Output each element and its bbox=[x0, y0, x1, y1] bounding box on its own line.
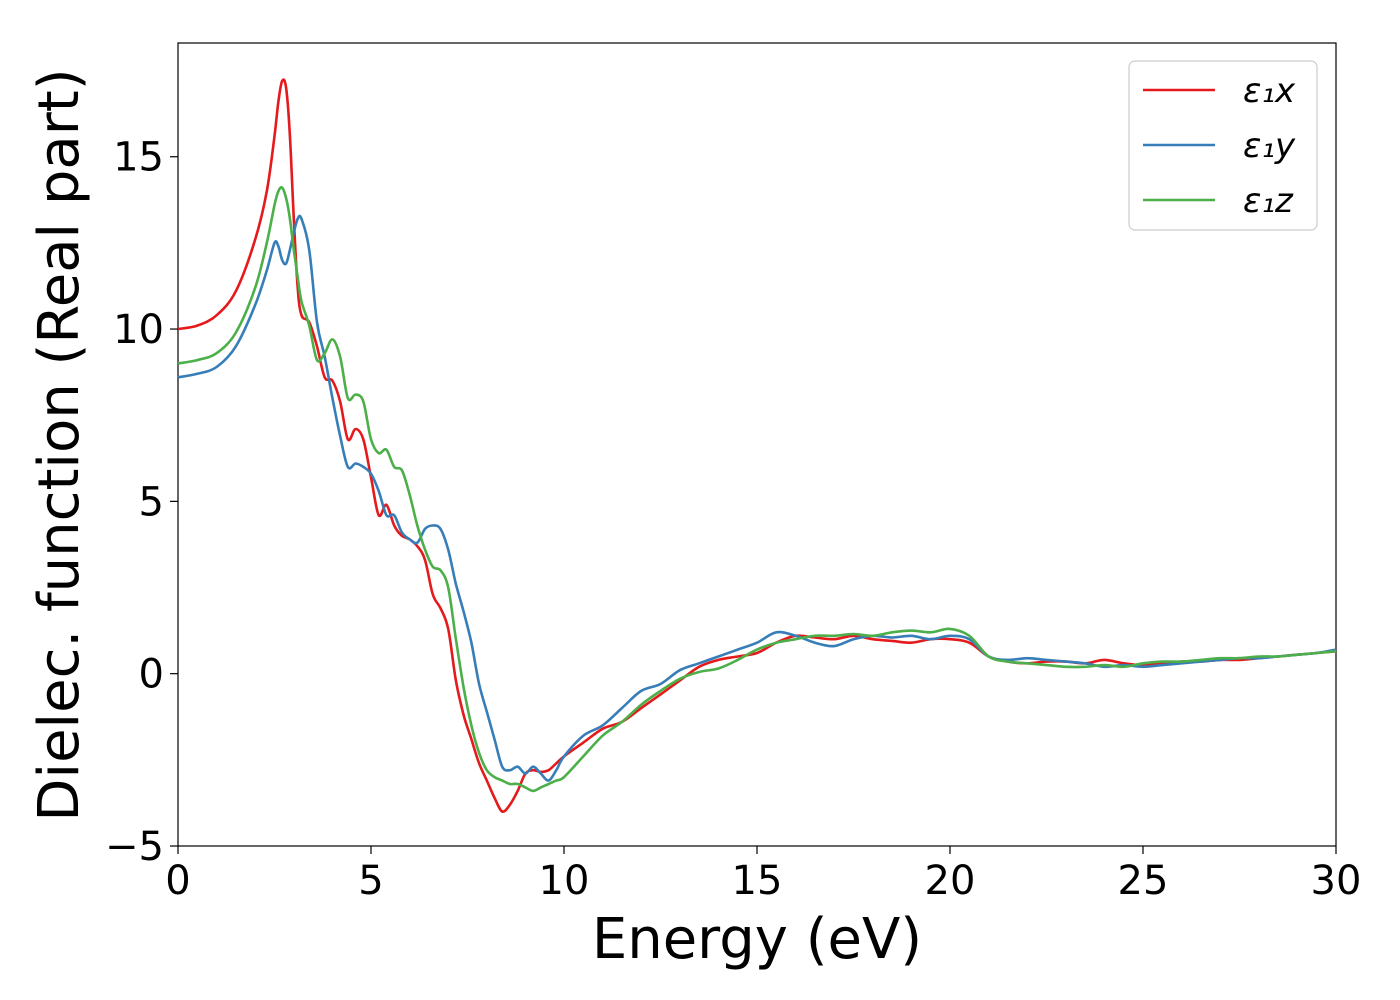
legend-label-1: ε₁x bbox=[1243, 71, 1296, 111]
x-tick-label: 25 bbox=[1118, 858, 1169, 904]
x-axis-title: Energy (eV) bbox=[592, 907, 922, 972]
x-tick-label: 30 bbox=[1311, 858, 1362, 904]
legend-label-3: ε₁z bbox=[1243, 181, 1294, 221]
x-tick-label: 15 bbox=[732, 858, 783, 904]
legend-box bbox=[1128, 60, 1318, 231]
legend-label-2: ε₁y bbox=[1243, 126, 1296, 166]
legend: ε₁x ε₁y ε₁z bbox=[1128, 60, 1318, 231]
y-tick-label: 5 bbox=[139, 479, 164, 525]
series-line-3 bbox=[177, 186, 1337, 793]
series-line-2 bbox=[177, 214, 1337, 782]
x-axis-ticks: 0 5 10 15 20 25 30 bbox=[165, 846, 1361, 904]
series-layer bbox=[177, 78, 1337, 813]
y-axis-ticks: −5 0 5 10 15 bbox=[105, 135, 178, 870]
x-tick-label: 20 bbox=[925, 858, 976, 904]
y-tick-label: 15 bbox=[113, 135, 164, 181]
y-tick-label: 0 bbox=[139, 652, 164, 698]
y-tick-label: −5 bbox=[105, 824, 164, 870]
legend-items: ε₁x ε₁y ε₁z bbox=[1143, 71, 1296, 221]
x-tick-label: 5 bbox=[358, 858, 383, 904]
y-axis-title: Dielec. function (Real part) bbox=[27, 68, 92, 821]
x-tick-label: 10 bbox=[539, 858, 590, 904]
x-tick-label: 0 bbox=[165, 858, 190, 904]
y-tick-label: 10 bbox=[113, 307, 164, 353]
